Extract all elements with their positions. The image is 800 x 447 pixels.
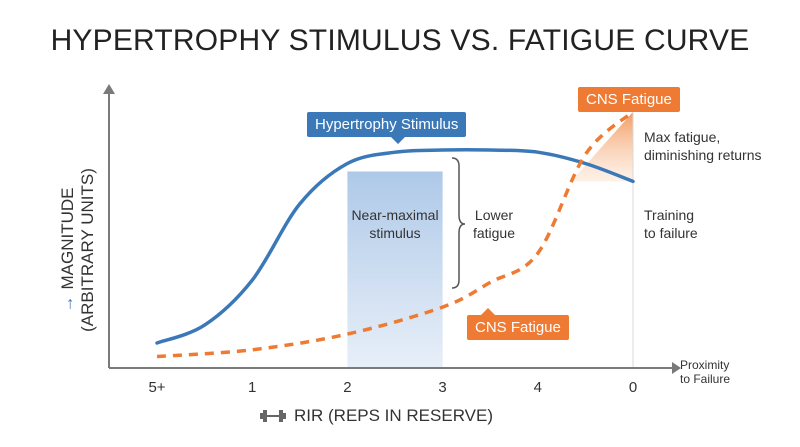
y-axis-label-line1: → MAGNITUDE [58,168,78,332]
chart-title: HYPERTROPHY STIMULUS VS. FATIGUE CURVE [50,24,750,57]
training-failure-line2: to failure [644,225,698,241]
series-line-hypertrophy-stimulus [155,147,635,345]
hypertrophy-stimulus-tag: Hypertrophy Stimulus [307,112,467,144]
y-axis-label-line2: (ARBITRARY UNITS) [78,168,97,332]
training-failure-line1: Training [644,207,695,223]
x-tick-label: 4 [534,379,542,396]
y-axis-label-text1: MAGNITUDE [58,187,77,290]
arrow-right-icon: → [58,295,77,313]
x-tick-labels: 5+ 1 2 3 4 0 [148,379,637,396]
lower-fatigue-line1: Lower [474,207,514,223]
cns-fatigue-tag-middle: CNS Fatigue [467,308,569,340]
near-max-band-label: Near-maximal stimulus [340,206,450,242]
near-max-band [347,171,443,368]
max-fatigue-annotation: Max fatigue, diminishing returns [644,128,784,164]
y-axis-arrowhead [103,84,115,94]
x-tick-label: 5+ [148,379,165,396]
band-label-line1: Near-maximal [351,207,439,223]
x-axis-label: RIR (REPS IN RESERVE) [260,404,493,428]
lower-fatigue-line2: fatigue [472,225,516,241]
series-line-cns-fatigue [156,110,635,359]
x-tick-label: 2 [343,379,351,396]
training-failure-annotation: Training to failure [644,206,744,242]
proximity-line1: Proximity [680,358,730,372]
x-tick-label: 0 [629,379,637,396]
x-tick-label: 3 [438,379,446,396]
max-fatigue-shading [571,111,633,182]
x-axis-label-text: RIR (REPS IN RESERVE) [294,406,494,425]
cns-fatigue-tag-top: CNS Fatigue [578,87,680,112]
x-axis-arrowhead [672,362,681,374]
proximity-to-failure-label: Proximity to Failure [680,358,770,386]
max-fatigue-line2: diminishing returns [644,147,762,163]
band-label-line2: stimulus [369,225,421,241]
proximity-line2: to Failure [680,372,731,386]
lower-fatigue-bracket [451,157,466,289]
dumbbell-icon [260,410,286,422]
x-tick-label: 1 [248,379,256,396]
lower-fatigue-annotation: Lower fatigue [462,206,526,242]
max-fatigue-line1: Max fatigue, [644,129,721,145]
